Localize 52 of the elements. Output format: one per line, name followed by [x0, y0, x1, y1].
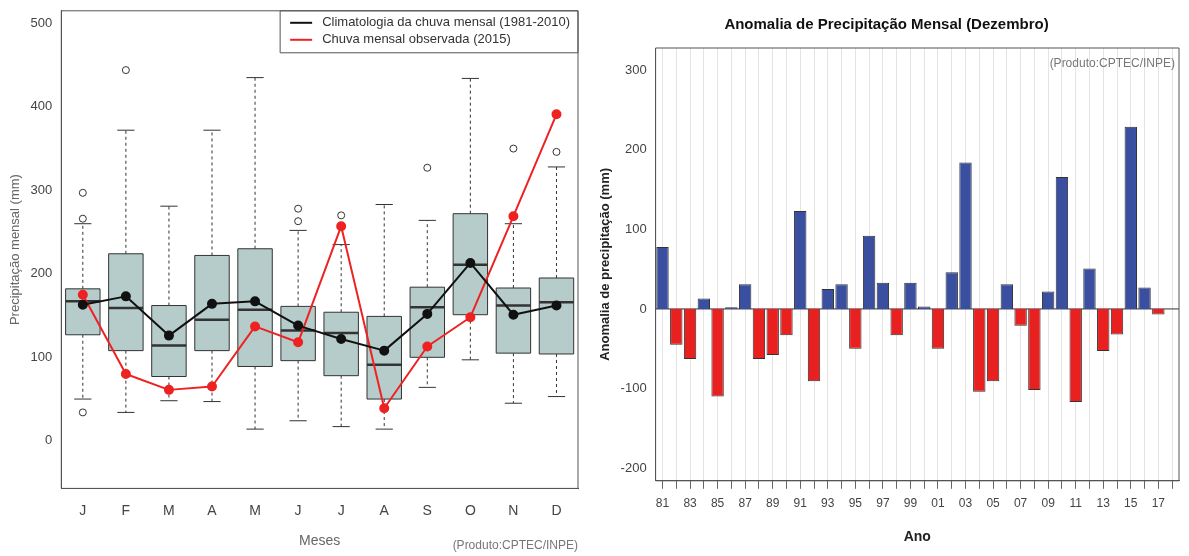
y-tick-label: -200 [620, 459, 647, 475]
x-tick-label: 15 [1124, 496, 1138, 511]
y-tick-label: 100 [624, 220, 647, 236]
x-tick-label: 83 [683, 496, 698, 511]
x-tick-label: M [249, 501, 261, 518]
x-tick-label: 81 [655, 496, 670, 511]
x-tick-label: 97 [876, 496, 890, 511]
x-tick-label: 99 [903, 496, 918, 511]
x-tick-label: J [79, 501, 87, 518]
y-tick-label: 300 [624, 61, 647, 77]
x-tick-label: A [207, 501, 218, 518]
x-tick-label: D [551, 501, 562, 518]
x-tick-label: 01 [931, 496, 945, 511]
x-tick-label: 05 [986, 496, 1001, 511]
y-tick-label: 0 [45, 432, 53, 448]
x-tick-label: 13 [1096, 496, 1111, 511]
x-tick-label: O [464, 501, 476, 518]
y-tick-label: 500 [30, 14, 53, 30]
annotation: (Produto:CPTEC/INPE) [1049, 56, 1175, 71]
x-tick-label: 95 [848, 496, 863, 511]
y-tick-label: 100 [30, 348, 53, 364]
x-tick-label: 91 [793, 496, 808, 511]
y-tick-label: 300 [30, 181, 53, 197]
x-tick-label: 17 [1151, 496, 1166, 511]
legend-label: Chuva mensal observada (2015) [322, 31, 511, 47]
x-tick-label: 03 [958, 496, 973, 511]
x-tick-label: 07 [1013, 496, 1028, 511]
x-tick-label: 11 [1069, 496, 1083, 511]
text: (Produto:CPTEC/INPE) [452, 538, 578, 553]
y-tick-label: 0 [639, 300, 647, 316]
x-tick-label: 85 [710, 496, 725, 511]
y-axis-title: Anomalia de precipitação (mm) [597, 167, 613, 361]
legend-label: Climatologia da chuva mensal (1981-2010) [322, 14, 571, 30]
chart-title: Anomalia de Precipitação Mensal (Dezembro) [724, 15, 1049, 33]
x-tick-label: 87 [738, 496, 753, 511]
x-tick-label: 89 [766, 496, 780, 511]
y-tick-label: 400 [30, 98, 53, 114]
y-tick-label: -100 [620, 380, 647, 396]
x-tick-label: J [294, 501, 302, 518]
x-tick-label: F [121, 501, 131, 518]
x-tick-label: A [379, 501, 390, 518]
x-tick-label: N [508, 501, 519, 518]
x-tick-label: 93 [821, 496, 835, 511]
x-tick-label: S [422, 501, 432, 518]
x-axis-title: Ano [903, 528, 931, 545]
x-tick-label: M [163, 501, 175, 518]
x-tick-label: 09 [1041, 496, 1056, 511]
y-axis-title: Precipitação mensal (mm) [7, 174, 23, 326]
x-tick-label: J [337, 501, 345, 518]
y-tick-label: 200 [30, 265, 53, 281]
y-tick-label: 200 [624, 141, 647, 157]
x-axis-title: Meses [299, 532, 341, 549]
